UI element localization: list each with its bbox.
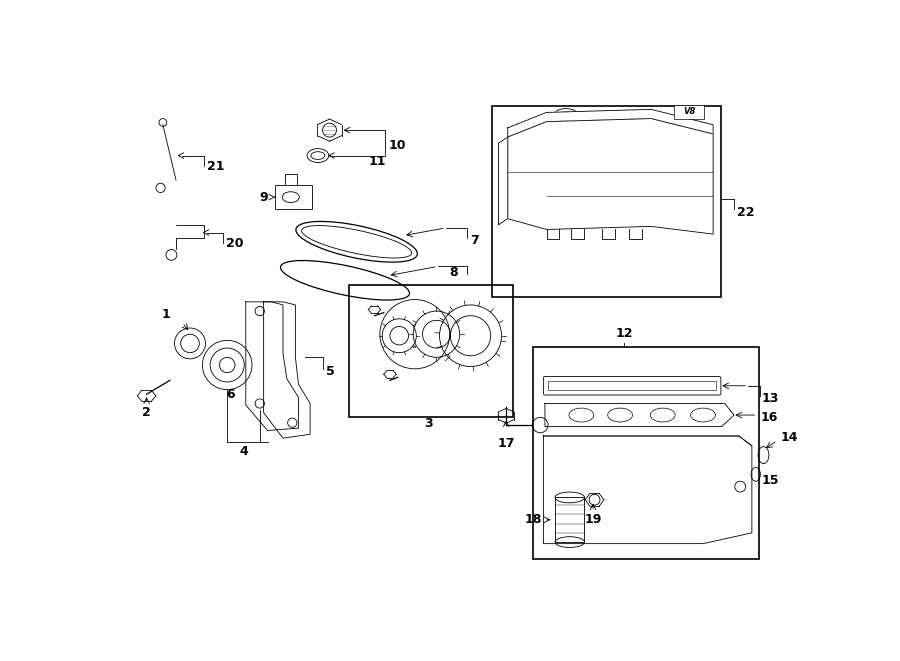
Text: 2: 2 bbox=[142, 407, 151, 419]
Bar bbox=[533, 347, 759, 559]
Text: 9: 9 bbox=[259, 190, 267, 204]
Polygon shape bbox=[508, 118, 713, 234]
Text: 3: 3 bbox=[425, 417, 433, 430]
Text: 7: 7 bbox=[471, 234, 480, 247]
Text: 16: 16 bbox=[760, 411, 778, 424]
Text: 14: 14 bbox=[780, 431, 798, 444]
Text: 4: 4 bbox=[240, 445, 248, 457]
Bar bbox=[548, 381, 716, 391]
Bar bbox=[349, 285, 513, 417]
Bar bbox=[674, 104, 704, 118]
Text: 17: 17 bbox=[498, 438, 515, 450]
Text: 8: 8 bbox=[450, 266, 458, 279]
Bar bbox=[492, 106, 721, 297]
Text: 15: 15 bbox=[762, 474, 779, 487]
Text: 20: 20 bbox=[226, 237, 243, 250]
Text: 10: 10 bbox=[389, 139, 406, 152]
Text: 22: 22 bbox=[737, 206, 754, 219]
Text: 18: 18 bbox=[525, 513, 542, 526]
Text: 12: 12 bbox=[616, 327, 633, 340]
Polygon shape bbox=[508, 109, 713, 137]
Bar bbox=[275, 185, 312, 210]
Bar bbox=[555, 498, 584, 542]
Text: 21: 21 bbox=[207, 160, 225, 173]
Polygon shape bbox=[499, 137, 508, 225]
Text: 11: 11 bbox=[368, 155, 386, 168]
Text: 6: 6 bbox=[226, 388, 235, 401]
Text: V8: V8 bbox=[683, 107, 696, 116]
Text: 1: 1 bbox=[161, 309, 170, 321]
Text: 13: 13 bbox=[762, 391, 779, 405]
Text: 5: 5 bbox=[327, 365, 335, 377]
Text: 19: 19 bbox=[584, 513, 602, 526]
